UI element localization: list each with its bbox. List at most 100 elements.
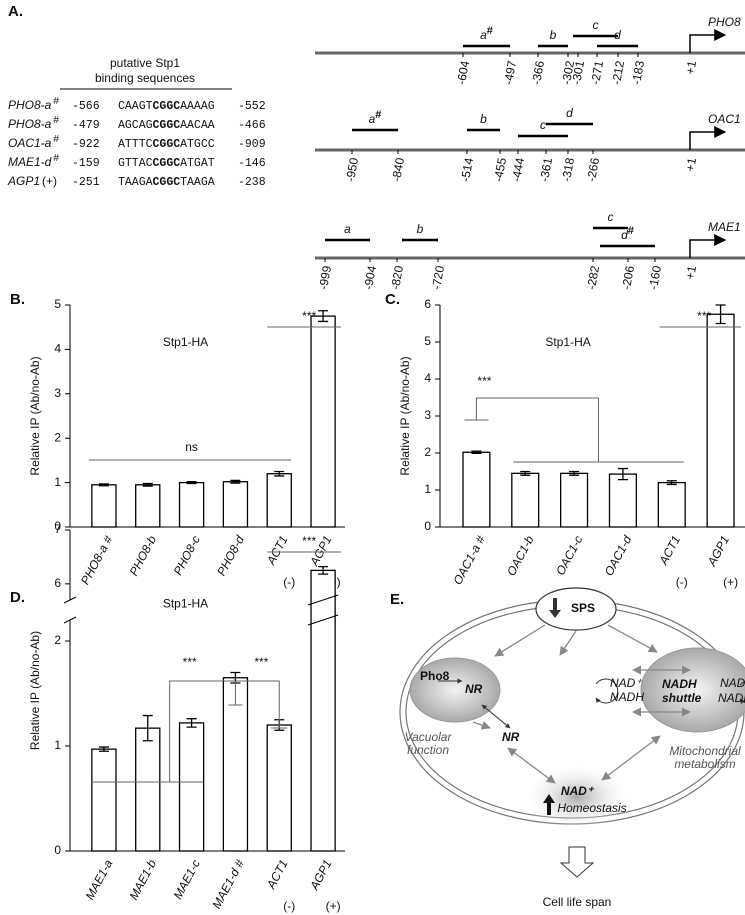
y-tick-label: 3 xyxy=(424,408,431,422)
sequence: GTTACCGGCATGAT xyxy=(118,157,215,170)
error-bar xyxy=(666,480,677,486)
position-label: -904 xyxy=(361,264,379,290)
nad-cycle: NADH xyxy=(610,690,644,704)
gene-label: OAC1 xyxy=(708,112,741,126)
mito-label: metabolism xyxy=(674,757,735,771)
fragment-name: c xyxy=(540,118,546,132)
x-tick-note: (+) xyxy=(723,575,738,589)
bar xyxy=(310,569,336,852)
error-bar xyxy=(715,304,726,325)
y-tick-label: 5 xyxy=(54,297,61,311)
significance: *** xyxy=(302,309,316,323)
fragment-name: b xyxy=(480,112,487,126)
fragment-label: c xyxy=(593,18,599,32)
x-tick-label: OAC1-c xyxy=(553,533,585,577)
gene-tag: # xyxy=(53,96,59,107)
x-tick-label: PHO8-b xyxy=(126,533,159,578)
axis-break xyxy=(63,616,77,624)
fragment-label: c xyxy=(540,118,546,132)
error-bar xyxy=(186,718,197,728)
bar xyxy=(266,724,292,852)
position-label: -318 xyxy=(559,156,577,182)
x-tick-label: AGP1 xyxy=(307,857,335,893)
y-tick-label: 0 xyxy=(54,519,61,533)
nr-vacuole: NR xyxy=(465,682,483,696)
bracket xyxy=(91,680,288,783)
gene: OAC1-a # xyxy=(8,134,59,151)
fragment-name: d xyxy=(566,106,573,120)
gene: PHO8-a # xyxy=(8,115,59,132)
gene-name: OAC1-a xyxy=(8,136,52,150)
error-bar xyxy=(569,470,580,476)
error-bar xyxy=(142,482,153,487)
x-tick-label: ACT1 xyxy=(263,857,290,892)
seq-end: -466 xyxy=(238,119,266,132)
seq-title: putative Stp1 xyxy=(110,56,180,70)
tss-label: +1 xyxy=(683,264,699,280)
fragment-name: b xyxy=(417,222,424,236)
x-tick-label: ACT1 xyxy=(263,533,290,568)
x-tick-label: OAC1-b xyxy=(504,533,537,578)
bar-break xyxy=(307,614,339,626)
significance: *** xyxy=(697,309,711,323)
error-bar xyxy=(520,470,531,476)
seq-part: TAAGA xyxy=(180,176,215,189)
bar xyxy=(178,481,205,528)
vacuolar-label: function xyxy=(407,743,449,757)
x-tick-label: PHO8-c xyxy=(171,533,203,577)
nad-mito: NAD⁺ xyxy=(720,676,745,690)
position-label: -301 xyxy=(569,59,587,85)
error-bar xyxy=(230,479,241,484)
position-label: -720 xyxy=(429,264,447,290)
x-tick-label: MAE1-c xyxy=(171,857,203,901)
seq-part: CGGC xyxy=(153,138,181,151)
x-tick-label: ACT1 xyxy=(656,533,683,568)
position-label: -820 xyxy=(388,264,406,290)
significance: ns xyxy=(185,440,198,454)
error-bar xyxy=(186,481,197,485)
y-tick-label: 1 xyxy=(54,738,61,752)
bar xyxy=(608,473,637,528)
sequence: TAAGACGGCTAAGA xyxy=(118,176,215,189)
bar xyxy=(657,481,686,528)
fragment-name: d xyxy=(614,28,621,42)
chart-annotation: Stp1-HA xyxy=(163,335,208,349)
y-tick-label: 2 xyxy=(54,430,61,444)
sequence: CAAGTCGGCAAAAG xyxy=(118,100,215,113)
fragment-tag: # xyxy=(375,109,381,121)
y-tick-label: 4 xyxy=(424,371,431,385)
chart-annotation: Stp1-HA xyxy=(545,335,590,349)
nad-mito: NADH xyxy=(718,691,745,705)
position-label: -302 xyxy=(559,59,577,85)
seq-part: CGGC xyxy=(153,176,181,189)
gene-label: PHO8 xyxy=(708,15,741,29)
sps: SPS xyxy=(571,601,595,615)
y-tick-label: 6 xyxy=(54,576,61,590)
seq-part: ATTTC xyxy=(118,138,153,151)
seq-start: -159 xyxy=(72,157,100,170)
bar xyxy=(91,748,117,852)
position-label: -840 xyxy=(389,156,407,182)
fragment-label: b xyxy=(417,222,424,236)
fragment-label: b xyxy=(480,112,487,126)
x-tick-label: MAE1-a xyxy=(83,857,116,902)
panel-label: D. xyxy=(10,589,25,606)
fragment-label: a xyxy=(344,222,351,236)
shuttle: shuttle xyxy=(662,691,702,705)
bar xyxy=(560,472,589,528)
y-tick-label: 0 xyxy=(54,843,61,857)
nr: NR xyxy=(502,730,520,744)
y-tick-label: 4 xyxy=(54,342,61,356)
seq-part: AGCAG xyxy=(118,119,153,132)
fragment-name: c xyxy=(608,210,614,224)
x-tick-note: (-) xyxy=(676,575,688,589)
gene: PHO8-a # xyxy=(8,96,59,113)
lifespan: Cell life span xyxy=(543,895,612,909)
fragment-label: d xyxy=(614,28,621,42)
seq-end: -552 xyxy=(238,100,266,113)
gene-tag: # xyxy=(53,153,59,164)
gene: AGP1 (+) xyxy=(7,174,57,188)
y-tick-label: 0 xyxy=(424,519,431,533)
position-label: -497 xyxy=(501,59,519,85)
